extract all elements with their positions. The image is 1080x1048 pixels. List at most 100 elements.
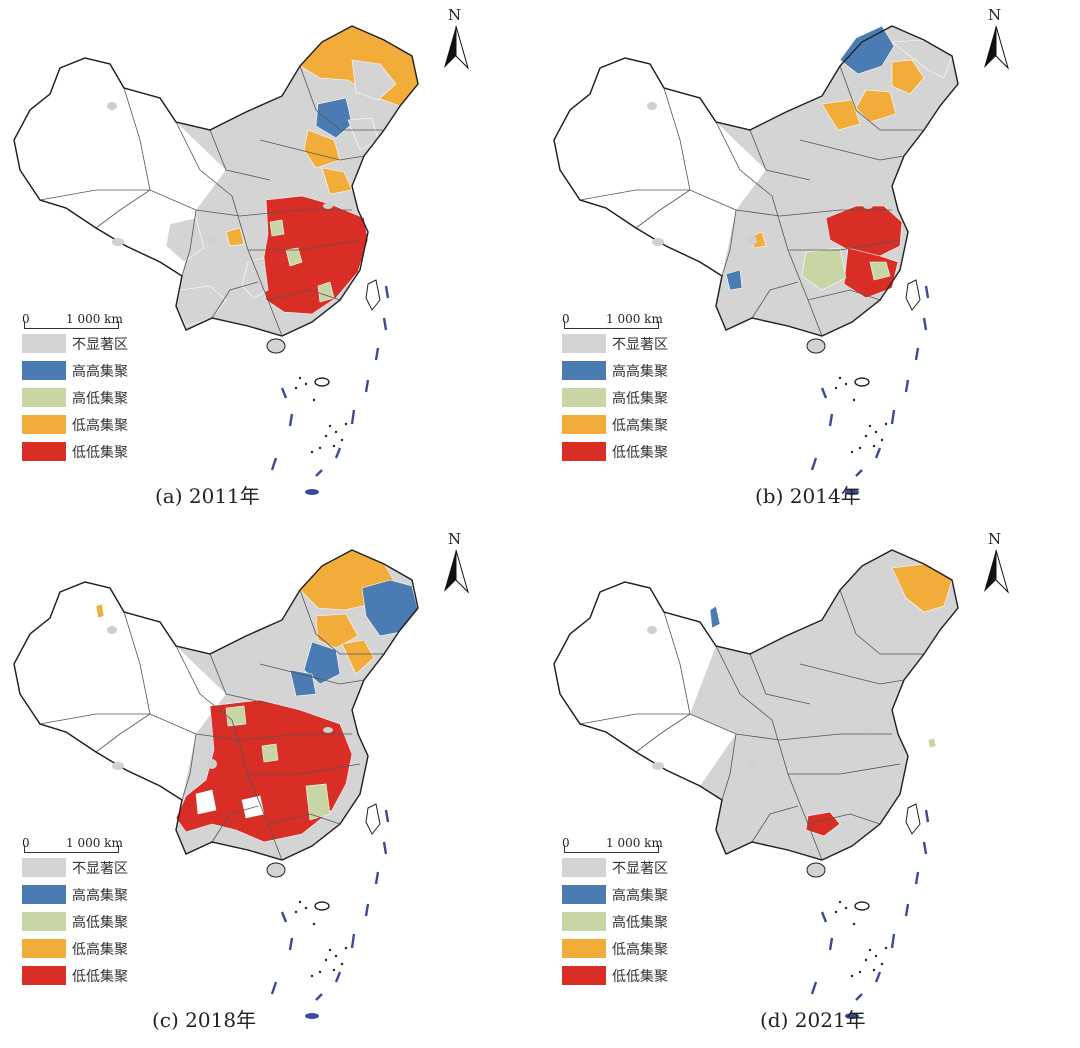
- cluster-region-8: [175, 699, 353, 843]
- lake: [107, 102, 117, 110]
- north-arrow: N: [440, 6, 472, 76]
- cluster-region-3: [315, 97, 353, 139]
- scale-line: [564, 852, 658, 853]
- cluster-region-10: [305, 783, 331, 821]
- lake: [863, 203, 873, 209]
- island-dot: [340, 962, 344, 966]
- island-dot: [884, 422, 888, 426]
- cluster-region-5: [341, 639, 375, 675]
- island-dot: [874, 430, 878, 434]
- china-map: [553, 25, 959, 495]
- north-arrow: N: [440, 530, 472, 600]
- north-arrow: N: [980, 530, 1012, 600]
- province-boundary: [175, 121, 233, 197]
- maritime-boundary-dash: [288, 413, 294, 427]
- province-boundary: [175, 645, 233, 721]
- island-dot: [858, 446, 862, 450]
- island-dot: [318, 970, 322, 974]
- legend-swatch: [22, 388, 66, 407]
- province-boundary: [209, 653, 271, 705]
- cluster-region-12: [195, 789, 217, 815]
- legend-label: 低高集聚: [612, 941, 668, 958]
- scale-line: [24, 328, 118, 329]
- maritime-boundary-dash: [924, 285, 930, 299]
- cluster-region-8: [801, 247, 847, 291]
- maritime-boundary-dash: [384, 809, 390, 823]
- legend-label: 低低集聚: [612, 444, 668, 461]
- lake: [112, 238, 124, 246]
- taiwan-island: [905, 279, 921, 311]
- province-boundary: [635, 713, 691, 753]
- cluster-region-2: [351, 59, 397, 101]
- cluster-region-9: [869, 261, 891, 281]
- scale-tick-end: [118, 321, 119, 329]
- maritime-boundary-dash: [845, 489, 859, 495]
- maritime-boundary-dash: [922, 841, 928, 855]
- not-significant-region: [716, 26, 958, 336]
- maritime-boundary-dash: [280, 911, 288, 923]
- cluster-region-3: [315, 613, 359, 649]
- maritime-boundary-dash: [890, 933, 896, 949]
- maritime-boundary-dash: [914, 871, 920, 885]
- map-panel-1: N 0 1 000 km 不显著区 高高集聚 高低集聚 低高集聚 低低集聚 (a) 20…: [0, 0, 540, 524]
- island-dot: [324, 958, 328, 962]
- cluster-region-7: [225, 227, 245, 247]
- lake: [652, 238, 664, 246]
- island-dot: [334, 430, 338, 434]
- island-dot: [868, 948, 872, 952]
- province-boundary: [239, 209, 352, 217]
- maritime-boundary-dash: [890, 409, 896, 425]
- maritime-boundary-dash: [855, 993, 863, 1001]
- island-dot: [328, 948, 332, 952]
- legend-item: 低低集聚: [562, 438, 668, 465]
- cluster-region-7: [843, 247, 899, 299]
- hainan-island: [806, 862, 826, 878]
- island-dot: [304, 382, 308, 386]
- legend-swatch: [22, 415, 66, 434]
- province-boundary: [799, 663, 905, 685]
- legend-swatch: [562, 912, 606, 931]
- lake: [647, 102, 657, 110]
- island-dot: [340, 438, 344, 442]
- island-dot: [850, 450, 854, 454]
- island-dot: [318, 446, 322, 450]
- national-boundary: [553, 25, 959, 337]
- province-boundary: [751, 281, 799, 319]
- province-boundary: [95, 189, 151, 229]
- maritime-boundary-dash: [914, 347, 920, 361]
- maritime-boundary-dash: [374, 871, 380, 885]
- scale-distance-label: 1 000 km: [606, 836, 663, 850]
- scale-line: [564, 328, 658, 329]
- island-dot: [328, 424, 332, 428]
- national-boundary: [13, 549, 419, 861]
- province-boundary: [721, 733, 737, 801]
- lake: [323, 203, 333, 209]
- maritime-boundary-dash: [315, 993, 323, 1001]
- legend-swatch: [562, 939, 606, 958]
- island-dot: [312, 398, 316, 402]
- province-boundary: [663, 611, 691, 715]
- province-boundary: [181, 733, 197, 801]
- legend-label: 不显著区: [612, 336, 668, 353]
- island-dot: [332, 968, 336, 972]
- north-label: N: [448, 530, 462, 548]
- maritime-boundary-dash: [828, 937, 834, 951]
- legend-item: 高高集聚: [22, 881, 128, 908]
- scale-tick-start: [564, 845, 565, 853]
- maritime-boundary-dash: [820, 911, 828, 923]
- maritime-boundary-dash: [904, 903, 910, 917]
- island-dot: [344, 946, 348, 950]
- island-dot: [844, 382, 848, 386]
- cluster-region-3: [855, 89, 897, 123]
- reef: [854, 901, 870, 911]
- legend-swatch: [562, 966, 606, 985]
- island-dot: [884, 946, 888, 950]
- maritime-boundary-dash: [270, 457, 278, 471]
- scale-zero-label: 0: [562, 312, 570, 326]
- maritime-boundary-dash: [288, 937, 294, 951]
- scale-zero-label: 0: [562, 836, 570, 850]
- maritime-boundary-dash: [922, 317, 928, 331]
- province-boundary: [248, 239, 361, 251]
- legend-label: 低低集聚: [72, 444, 128, 461]
- legend-label: 低高集聚: [72, 941, 128, 958]
